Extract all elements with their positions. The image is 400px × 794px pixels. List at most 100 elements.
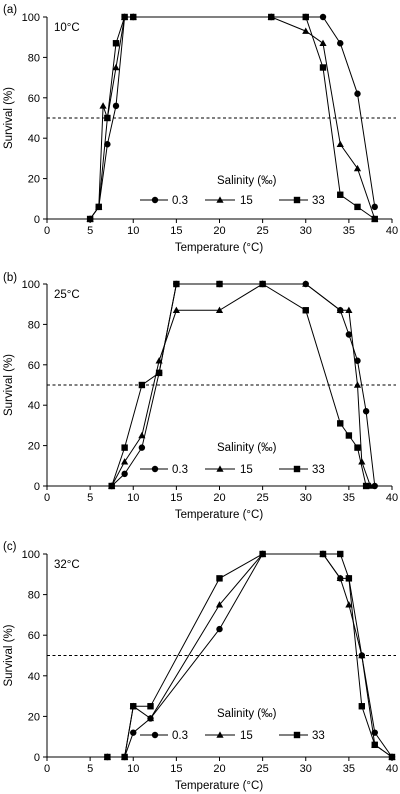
x-tick-label: 25 (257, 225, 269, 237)
x-tick-label: 20 (213, 492, 225, 504)
data-point (319, 64, 327, 71)
x-tick-label: 35 (343, 492, 355, 504)
legend-label: 33 (312, 195, 325, 207)
data-point (146, 714, 155, 722)
data-point (354, 444, 361, 451)
data-point (121, 13, 128, 21)
x-tick-label: 10 (127, 763, 139, 775)
panel-label: (b) (3, 272, 17, 284)
legend-label: 33 (312, 464, 325, 476)
data-point (354, 203, 361, 211)
data-point (216, 625, 223, 633)
y-tick-label: 60 (28, 630, 40, 642)
x-tick-label: 15 (170, 763, 182, 775)
y-tick-label: 40 (28, 400, 40, 412)
data-point (353, 164, 362, 172)
y-tick-label: 0 (34, 752, 40, 764)
y-axis-title: Survival (%) (3, 87, 15, 149)
data-point (371, 215, 378, 223)
data-point (130, 729, 137, 736)
x-tick-label: 0 (44, 763, 50, 775)
x-tick-label: 30 (300, 492, 312, 504)
data-point (388, 753, 396, 761)
series-33 (86, 13, 378, 223)
x-tick-label: 40 (386, 492, 398, 504)
legend-label: 33 (312, 730, 325, 742)
data-point (362, 482, 370, 490)
legend-title: Salinity (‰) (217, 442, 277, 454)
y-tick-label: 100 (22, 279, 40, 291)
data-point (216, 280, 223, 288)
data-point (259, 550, 266, 558)
data-point (353, 381, 362, 388)
data-point (337, 420, 344, 427)
data-point (259, 280, 266, 288)
y-axis-title: Survival (%) (3, 354, 15, 416)
data-point (86, 215, 94, 223)
legend-marker-circle (151, 465, 159, 473)
data-point (319, 39, 327, 46)
data-point (130, 13, 137, 21)
legend: Salinity (‰) 0.3 15 33 (140, 708, 325, 742)
x-tick-label: 25 (257, 492, 269, 504)
x-axis-title: Temperature (°C) (175, 509, 263, 521)
data-point (138, 431, 146, 439)
data-point (345, 331, 353, 338)
data-point (104, 753, 111, 761)
y-tick-label: 80 (28, 319, 40, 331)
y-tick-label: 40 (28, 133, 40, 145)
data-point (112, 63, 120, 71)
data-point (371, 741, 378, 749)
x-tick-label: 40 (386, 763, 398, 775)
legend-title: Salinity (‰) (217, 175, 277, 187)
legend: Salinity (‰) 0.3 15 33 (140, 442, 325, 476)
series-line (107, 553, 393, 758)
data-point (302, 27, 310, 34)
legend-marker-triangle (216, 196, 224, 203)
data-point (345, 575, 353, 582)
y-tick-label: 20 (28, 174, 40, 186)
data-point (121, 753, 128, 761)
panel-label: (a) (3, 4, 17, 16)
y-axis-title: Survival (%) (3, 624, 15, 686)
legend-marker-circle (151, 731, 159, 739)
legend-title: Salinity (‰) (217, 708, 277, 720)
x-tick-label: 35 (343, 763, 355, 775)
x-tick-label: 10 (127, 225, 139, 237)
x-tick-label: 5 (87, 763, 93, 775)
x-tick-label: 35 (343, 225, 355, 237)
data-point (121, 444, 128, 451)
y-tick-label: 60 (28, 360, 40, 372)
data-point (104, 114, 111, 122)
x-axis-title: Temperature (°C) (175, 242, 263, 254)
data-point (345, 306, 353, 313)
data-point (138, 381, 146, 389)
x-tick-label: 15 (170, 492, 182, 504)
data-point (336, 306, 344, 313)
series-33 (104, 550, 396, 761)
data-point (336, 574, 344, 582)
y-tick-label: 80 (28, 52, 40, 64)
series-33 (108, 280, 370, 490)
data-point (108, 482, 115, 490)
legend-label: 0.3 (172, 464, 188, 476)
legend-label: 0.3 (172, 730, 188, 742)
data-point (173, 280, 180, 288)
x-tick-label: 0 (44, 492, 50, 504)
legend-marker-square (293, 196, 301, 204)
x-tick-label: 5 (87, 492, 93, 504)
y-tick-label: 20 (28, 711, 40, 723)
x-tick-label: 0 (44, 225, 50, 237)
legend-marker-square (293, 465, 301, 473)
legend-label: 15 (240, 464, 253, 476)
panel-2: 0 20 40 60 80 100 0 5 10 15 20 25 30 35 40 Temperature … (3, 541, 398, 792)
data-point (104, 141, 111, 148)
data-point (215, 306, 224, 313)
data-point (336, 140, 344, 147)
data-point (147, 703, 154, 710)
series-line (89, 16, 376, 220)
data-point (354, 90, 361, 97)
x-tick-label: 20 (213, 763, 225, 775)
data-point (95, 203, 102, 211)
data-point (302, 13, 309, 21)
